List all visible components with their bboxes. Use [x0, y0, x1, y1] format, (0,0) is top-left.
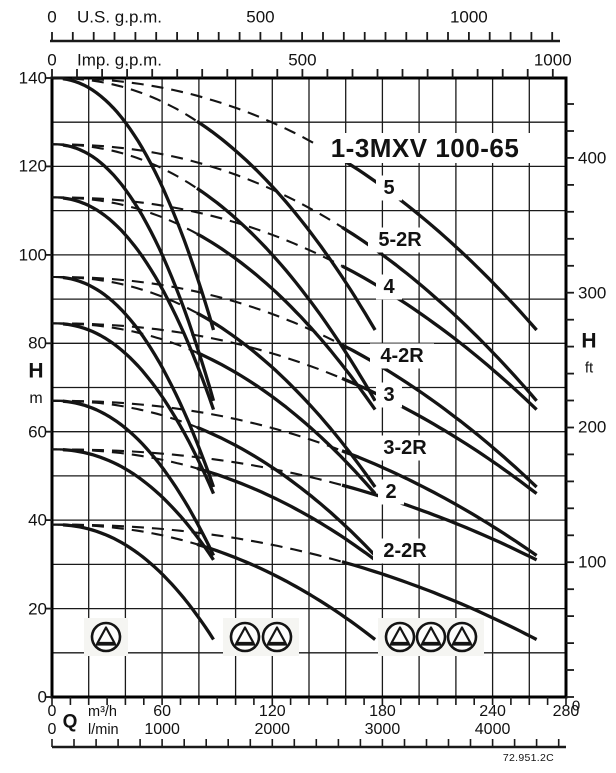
h-ft-tick-label: 400 [578, 148, 607, 168]
h-m-tick-label: 60 [28, 422, 47, 442]
h-ft-tick-label: 200 [578, 417, 607, 437]
lmin-unit-label: l/min [88, 721, 119, 738]
drawing-code: 72.951.2C [502, 751, 554, 764]
left-axis-title-h: H [28, 359, 44, 383]
h-m-tick-label: 80 [28, 333, 47, 353]
q-axis-symbol: Q [62, 711, 78, 733]
imp-gpm-tick-label: 0 [47, 50, 57, 70]
q-m3h-tick-label: 180 [369, 703, 396, 720]
right-axis-title-h: H [581, 329, 597, 353]
q-lmin-tick-label: 0 [47, 721, 57, 738]
q-m3h-tick-label: 280 [552, 703, 580, 720]
h-m-tick-label: 20 [28, 599, 47, 619]
h-ft-tick-label: 100 [578, 552, 607, 572]
curve-label-2-2R: 2-2R [379, 540, 431, 562]
us-gpm-axis-label: U.S. g.p.m. [77, 7, 163, 27]
h-m-tick-label: 0 [37, 687, 47, 707]
imp-gpm-axis-label: Imp. g.p.m. [77, 50, 163, 70]
m3h-unit-label: m³/h [88, 703, 117, 720]
q-lmin-tick-label: 3000 [364, 721, 401, 738]
curve-label-3: 3 [379, 384, 399, 406]
us-gpm-tick-label: 1000 [449, 7, 488, 27]
h-m-tick-label: 100 [18, 245, 47, 265]
q-m3h-tick-label: 60 [153, 703, 172, 720]
h-m-tick-label: 120 [18, 156, 47, 176]
curve-label-5: 5 [379, 177, 399, 199]
curve-label-2: 2 [381, 481, 401, 503]
h-m-tick-label: 40 [28, 510, 47, 530]
chart-title: 1-3MXV 100-65 [322, 134, 528, 162]
curve-label-4: 4 [379, 276, 399, 298]
us-gpm-tick-label: 500 [246, 7, 275, 27]
h-ft-tick-label: 300 [578, 283, 607, 303]
imp-gpm-tick-label: 500 [288, 50, 317, 70]
curve-label-3-2R: 3-2R [379, 437, 431, 459]
curve-label-4-2R: 4-2R [376, 345, 428, 367]
curve-label-5-2R: 5-2R [374, 229, 426, 251]
right-axis-unit-ft: ft [584, 359, 594, 377]
us-gpm-tick-label: 0 [47, 7, 57, 27]
q-m3h-tick-label: 0 [47, 703, 57, 720]
h-m-tick-label: 140 [18, 68, 47, 88]
left-axis-unit-m: m [29, 390, 43, 407]
h-ft-zero-label: 0 [571, 697, 581, 715]
q-lmin-tick-label: 4000 [474, 721, 511, 738]
q-m3h-tick-label: 120 [258, 703, 286, 720]
q-lmin-tick-label: 1000 [144, 721, 180, 738]
q-lmin-tick-label: 2000 [254, 721, 291, 738]
q-m3h-tick-label: 240 [479, 703, 506, 720]
imp-gpm-tick-label: 1000 [533, 50, 572, 70]
